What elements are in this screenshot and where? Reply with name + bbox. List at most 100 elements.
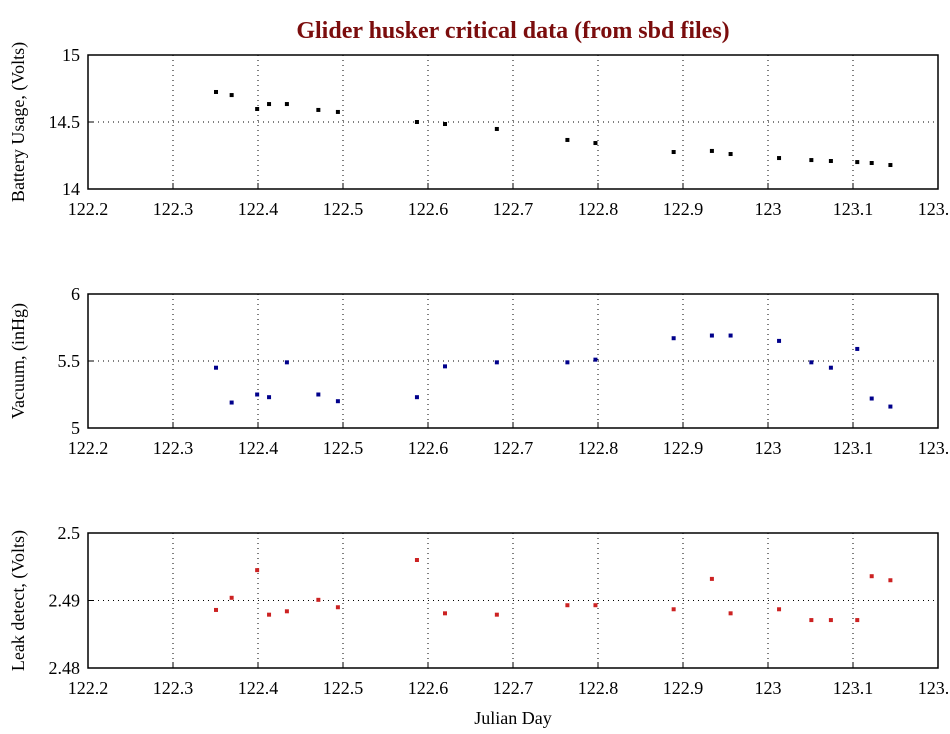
point [671, 607, 676, 612]
x-tick-label: 122.2 [68, 199, 109, 219]
point [494, 612, 499, 617]
point [414, 120, 419, 124]
x-tick-label: 122.2 [68, 438, 109, 458]
point [255, 568, 260, 573]
point [443, 364, 447, 369]
point [777, 156, 782, 161]
x-tick-label: 122.4 [238, 678, 279, 698]
point [335, 109, 340, 114]
y-tick-label: 14.5 [49, 112, 81, 132]
point [284, 102, 289, 107]
x-tick-label: 123.2 [918, 438, 950, 458]
x-tick-label: 123 [755, 199, 782, 219]
x-tick-label: 123.2 [918, 678, 950, 698]
y-tick-label: 2.5 [58, 523, 81, 543]
point [284, 360, 289, 365]
point [855, 160, 860, 165]
point [414, 395, 419, 400]
point [809, 360, 814, 365]
point [888, 578, 893, 583]
x-tick-label: 122.6 [408, 678, 449, 698]
x-tick-label: 122.6 [408, 199, 449, 219]
point [255, 392, 260, 397]
point [494, 360, 499, 365]
x-tick-label: 122.5 [323, 199, 364, 219]
x-tick-label: 122.4 [238, 438, 279, 458]
y-tick-label: 2.49 [49, 591, 81, 611]
point [828, 618, 833, 623]
x-tick-label: 123.2 [918, 199, 950, 219]
y-tick-label: 5 [71, 418, 80, 438]
x-tick-label: 122.9 [663, 438, 704, 458]
point [284, 609, 289, 614]
point [267, 102, 272, 107]
point [229, 400, 234, 405]
point [565, 603, 570, 608]
x-tick-label: 123.1 [833, 678, 874, 698]
point [855, 618, 860, 623]
y-tick-label: 14 [62, 179, 80, 199]
x-tick-label: 122.2 [68, 678, 109, 698]
point [709, 148, 714, 153]
x-tick-label: 122.5 [323, 678, 364, 698]
chart-title: Glider husker critical data (from sbd fi… [296, 18, 729, 44]
point [869, 161, 874, 166]
y-axis-label: Vacuum, (inHg) [8, 303, 29, 419]
point [443, 122, 447, 127]
point [709, 333, 714, 338]
x-tick-label: 122.3 [153, 678, 194, 698]
point [855, 346, 860, 351]
x-tick-label: 122.7 [493, 678, 534, 698]
point [671, 150, 676, 155]
point [728, 152, 733, 157]
point [335, 399, 340, 404]
point [494, 126, 499, 131]
point [229, 93, 234, 98]
plot-frame [87, 293, 939, 429]
x-tick-label: 122.8 [578, 678, 619, 698]
point [709, 576, 714, 581]
y-axis-label: Leak detect, (Volts) [8, 530, 29, 671]
point [443, 611, 447, 616]
x-tick-label: 123 [755, 438, 782, 458]
point [593, 357, 598, 362]
x-tick-label: 122.3 [153, 438, 194, 458]
x-tick-label: 122.8 [578, 199, 619, 219]
point [828, 365, 833, 370]
point [214, 607, 219, 612]
point [728, 333, 733, 338]
point [335, 605, 340, 610]
point [728, 611, 733, 616]
point [593, 603, 598, 608]
point [316, 597, 321, 602]
x-tick-label: 122.9 [663, 678, 704, 698]
plot-frame [87, 532, 939, 669]
point [229, 595, 234, 600]
point [565, 137, 570, 142]
point [593, 141, 598, 146]
x-tick-label: 122.3 [153, 199, 194, 219]
point [671, 336, 676, 341]
point [214, 365, 219, 370]
x-tick-label: 123.1 [833, 199, 874, 219]
x-tick-label: 122.4 [238, 199, 279, 219]
point [565, 360, 570, 365]
y-axis-label: Battery Usage, (Volts) [8, 42, 29, 202]
plot-frame [87, 54, 939, 190]
point [828, 158, 833, 163]
y-tick-label: 5.5 [58, 351, 81, 371]
point [809, 158, 814, 163]
x-tick-label: 122.5 [323, 438, 364, 458]
point [214, 89, 219, 94]
point [267, 612, 272, 617]
x-tick-label: 122.9 [663, 199, 704, 219]
x-tick-label: 122.7 [493, 438, 534, 458]
x-axis-label: Julian Day [474, 708, 551, 728]
point [255, 107, 260, 112]
point [869, 574, 874, 579]
point [777, 338, 782, 343]
y-tick-label: 6 [71, 284, 80, 304]
x-tick-label: 123 [755, 678, 782, 698]
point [267, 395, 272, 400]
